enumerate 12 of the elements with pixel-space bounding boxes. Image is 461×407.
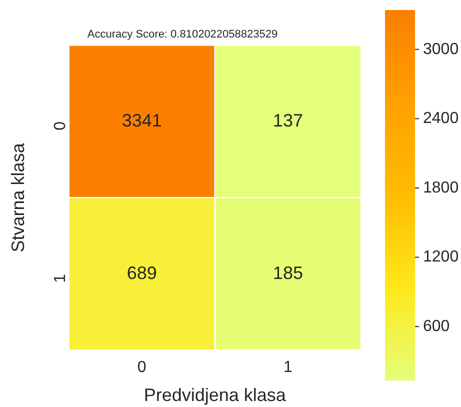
color-bar-label: 1800 <box>423 179 459 196</box>
data-label: 689 <box>126 262 157 283</box>
data-label: 137 <box>272 110 303 130</box>
y-axis-title: Stvarna klasa <box>8 142 28 252</box>
color-bar-label: 2400 <box>423 110 459 128</box>
color-bar-label: 1200 <box>423 248 459 266</box>
data-label: 185 <box>272 262 303 283</box>
data-label: 3341 <box>122 110 162 130</box>
color-bar-label: 3000 <box>423 40 459 58</box>
color-bar-label: 600 <box>423 318 450 335</box>
chart-title: Accuracy Score: 0.8102022058823529 <box>87 28 278 41</box>
x-axis-title: Predvidjena klasa <box>144 385 287 406</box>
